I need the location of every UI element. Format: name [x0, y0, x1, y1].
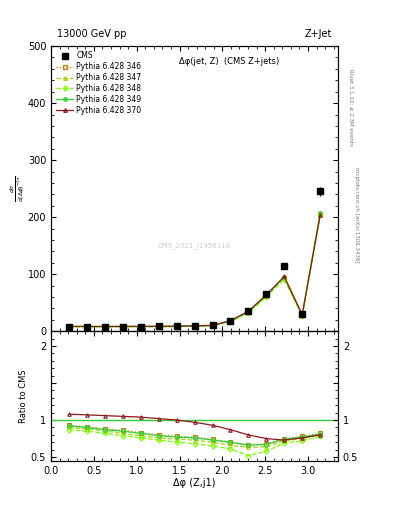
Pythia 6.428 370	[156, 323, 161, 329]
Pythia 6.428 348	[192, 323, 197, 329]
Pythia 6.428 348	[138, 324, 143, 330]
Pythia 6.428 348	[228, 318, 233, 325]
Text: CMS_2021_I1956118: CMS_2021_I1956118	[158, 242, 231, 249]
Pythia 6.428 347	[67, 324, 72, 330]
Pythia 6.428 370	[192, 323, 197, 329]
Pythia 6.428 370	[84, 323, 89, 329]
Pythia 6.428 346	[318, 211, 323, 218]
Pythia 6.428 349	[228, 318, 233, 324]
Pythia 6.428 370	[246, 308, 251, 314]
Pythia 6.428 370	[282, 273, 286, 280]
Pythia 6.428 346	[121, 324, 125, 330]
Pythia 6.428 348	[264, 293, 269, 300]
Pythia 6.428 347	[103, 324, 107, 330]
Pythia 6.428 346	[138, 324, 143, 330]
Pythia 6.428 347	[192, 323, 197, 329]
Pythia 6.428 347	[121, 324, 125, 330]
Line: Pythia 6.428 349: Pythia 6.428 349	[67, 211, 322, 328]
Pythia 6.428 348	[174, 324, 179, 330]
Pythia 6.428 349	[138, 324, 143, 330]
Pythia 6.428 347	[228, 318, 233, 325]
Pythia 6.428 348	[246, 310, 251, 316]
Line: Pythia 6.428 370: Pythia 6.428 370	[67, 214, 322, 328]
Pythia 6.428 349	[156, 324, 161, 330]
Pythia 6.428 370	[300, 312, 305, 318]
Pythia 6.428 347	[300, 312, 305, 318]
Pythia 6.428 346	[103, 324, 107, 330]
Pythia 6.428 348	[84, 324, 89, 330]
Pythia 6.428 370	[121, 323, 125, 329]
Pythia 6.428 349	[264, 292, 269, 298]
Pythia 6.428 346	[174, 324, 179, 330]
Pythia 6.428 349	[192, 323, 197, 329]
Y-axis label: $\frac{d\sigma}{d(\Delta\phi)^{-2\pi}}$: $\frac{d\sigma}{d(\Delta\phi)^{-2\pi}}$	[8, 175, 26, 202]
Y-axis label: Ratio to CMS: Ratio to CMS	[19, 369, 28, 423]
Pythia 6.428 349	[282, 274, 286, 280]
X-axis label: Δφ (Z,j1): Δφ (Z,j1)	[173, 478, 216, 488]
Pythia 6.428 346	[282, 275, 286, 281]
Pythia 6.428 348	[103, 324, 107, 330]
Legend: CMS, Pythia 6.428 346, Pythia 6.428 347, Pythia 6.428 348, Pythia 6.428 349, Pyt: CMS, Pythia 6.428 346, Pythia 6.428 347,…	[55, 50, 143, 117]
Pythia 6.428 346	[246, 309, 251, 315]
Pythia 6.428 349	[121, 324, 125, 330]
Line: Pythia 6.428 346: Pythia 6.428 346	[67, 212, 322, 328]
Pythia 6.428 347	[84, 324, 89, 330]
Pythia 6.428 349	[84, 324, 89, 330]
Pythia 6.428 347	[318, 212, 323, 218]
Pythia 6.428 346	[67, 324, 72, 330]
Pythia 6.428 348	[318, 212, 323, 219]
Line: Pythia 6.428 347: Pythia 6.428 347	[67, 213, 322, 329]
Line: Pythia 6.428 348: Pythia 6.428 348	[67, 214, 322, 329]
Pythia 6.428 346	[210, 323, 215, 329]
Pythia 6.428 370	[318, 212, 323, 219]
Text: 13000 GeV pp: 13000 GeV pp	[57, 29, 126, 39]
Pythia 6.428 346	[228, 318, 233, 324]
Pythia 6.428 346	[192, 323, 197, 329]
Pythia 6.428 348	[156, 324, 161, 330]
Pythia 6.428 347	[156, 324, 161, 330]
Pythia 6.428 346	[264, 293, 269, 299]
Pythia 6.428 349	[103, 324, 107, 330]
Pythia 6.428 347	[264, 293, 269, 300]
Pythia 6.428 370	[67, 323, 72, 329]
Pythia 6.428 348	[210, 323, 215, 329]
Pythia 6.428 347	[138, 324, 143, 330]
Pythia 6.428 346	[84, 324, 89, 330]
Pythia 6.428 370	[210, 322, 215, 328]
Pythia 6.428 349	[210, 323, 215, 329]
Pythia 6.428 370	[138, 323, 143, 329]
Pythia 6.428 347	[282, 275, 286, 282]
Pythia 6.428 346	[300, 312, 305, 318]
Text: Δφ(jet, Z)  (CMS Z+jets): Δφ(jet, Z) (CMS Z+jets)	[179, 57, 279, 67]
Pythia 6.428 347	[246, 310, 251, 316]
Text: Rivet 3.1.10; ≥ 2.3M events: Rivet 3.1.10; ≥ 2.3M events	[348, 69, 353, 146]
Pythia 6.428 348	[67, 324, 72, 330]
Pythia 6.428 346	[156, 324, 161, 330]
Pythia 6.428 348	[121, 324, 125, 330]
Text: Z+Jet: Z+Jet	[305, 29, 332, 39]
Pythia 6.428 349	[300, 312, 305, 318]
Pythia 6.428 349	[318, 210, 323, 216]
Pythia 6.428 349	[67, 324, 72, 330]
Text: mcplots.cern.ch [arXiv:1306.3436]: mcplots.cern.ch [arXiv:1306.3436]	[354, 167, 359, 263]
Pythia 6.428 370	[228, 317, 233, 324]
Pythia 6.428 347	[210, 323, 215, 329]
Pythia 6.428 349	[246, 309, 251, 315]
Pythia 6.428 347	[174, 324, 179, 330]
Pythia 6.428 348	[300, 313, 305, 319]
Pythia 6.428 370	[264, 292, 269, 298]
Pythia 6.428 348	[282, 276, 286, 283]
Pythia 6.428 370	[174, 323, 179, 329]
Pythia 6.428 349	[174, 323, 179, 329]
Pythia 6.428 370	[103, 324, 107, 330]
